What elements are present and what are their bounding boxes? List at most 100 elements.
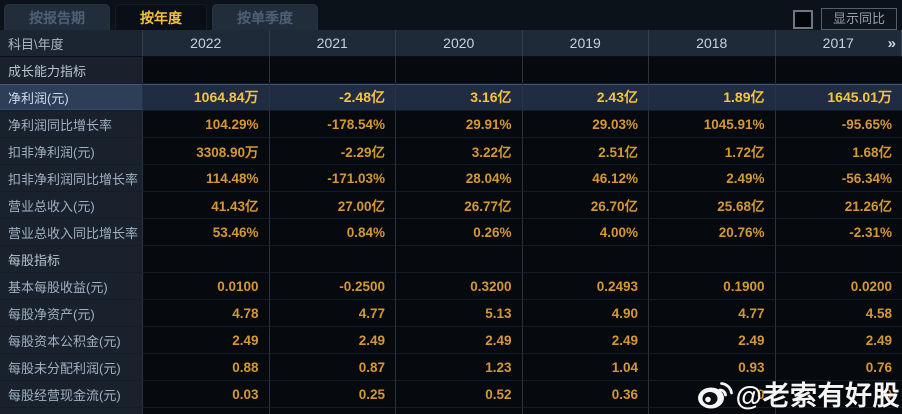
cell-2017: 1.68亿	[775, 138, 902, 165]
show-yoy-checkbox[interactable]	[792, 9, 813, 29]
year-header-2018: 2018	[649, 30, 776, 57]
table-row[interactable]: 每股净资产(元) 4.78 4.77 5.13 4.90 4.77 4.58	[0, 300, 902, 327]
cell-2019: 2.51亿	[522, 138, 649, 165]
cell-2018: 2.49%	[649, 165, 776, 192]
cell-2021: 27.00亿	[269, 192, 396, 219]
cell-2019: 0.36	[522, 381, 649, 408]
cell-2017: 21.26亿	[775, 192, 902, 219]
cell-2018: 0.93	[649, 354, 776, 381]
table-row[interactable]: 营业总收入同比增长率 53.46% 0.84% 0.26% 4.00% 20.76% -2.…	[0, 219, 902, 246]
cell-2021: 4.77	[269, 300, 396, 327]
row-label: 基本每股收益(元)	[0, 273, 143, 300]
section-row: 每股指标	[0, 246, 902, 273]
show-yoy-button[interactable]: 显示同比	[820, 8, 897, 30]
cell-2018	[649, 408, 776, 414]
more-years-icon[interactable]: »	[887, 34, 896, 52]
cell-2020: 26.77亿	[396, 192, 523, 219]
cell-2018: 20.76%	[649, 219, 776, 246]
tab-single-quarter[interactable]: 按单季度	[212, 4, 318, 30]
table-row[interactable]: 净利润同比增长率 104.29% -178.54% 29.91% 29.03% 1045.…	[0, 111, 902, 138]
cell-2017: 0.0200	[775, 273, 902, 300]
row-label: 每股资本公积金(元)	[0, 327, 143, 354]
cell-2020: 5.13	[396, 300, 523, 327]
cell-2019: 1.04	[522, 354, 649, 381]
row-label: 成长能力指标	[0, 57, 143, 84]
cell-2018: 1.72亿	[649, 138, 776, 165]
cell-2021	[269, 408, 396, 414]
cell-2018: 0	[649, 381, 776, 408]
cell-2022: 3308.90万	[143, 138, 270, 165]
cell-2019: 29.03%	[522, 111, 649, 138]
table-row[interactable]: 营业总收入(元) 41.43亿 27.00亿 26.77亿 26.70亿 25.68亿 21…	[0, 192, 902, 219]
cell-2022: 41.43亿	[143, 192, 270, 219]
cell-2020: 0.3200	[396, 273, 523, 300]
cell-2017: 4.58	[775, 300, 902, 327]
cell-2020: 1.23	[396, 354, 523, 381]
year-header-2019: 2019	[522, 30, 649, 57]
cell-2020: 28.04%	[396, 165, 523, 192]
period-tabbar: 按报告期 按年度 按单季度 显示同比	[0, 0, 902, 30]
cell-2022	[143, 57, 270, 84]
table-header-row: 科目\年度 2022 2021 2020 2019 2018 2017»	[0, 30, 902, 57]
cell-2020: 2.49	[396, 327, 523, 354]
cell-2020: 3.22亿	[396, 138, 523, 165]
cell-2022: 0.88	[143, 354, 270, 381]
cell-2019	[522, 246, 649, 273]
cell-2017: 2.49	[775, 327, 902, 354]
section-row: 成长能力指标	[0, 57, 902, 84]
cell-2022: 2.49	[143, 327, 270, 354]
year-header-2017: 2017»	[775, 30, 902, 57]
table-row[interactable]: 扣非净利润(元) 3308.90万 -2.29亿 3.22亿 2.51亿 1.72亿 1.6…	[0, 138, 902, 165]
row-label: 扣非净利润(元)	[0, 138, 143, 165]
table-row[interactable]: 每股经营现金流(元) 0.03 0.25 0.52 0.36 0 9	[0, 381, 902, 408]
cell-2019: 4.00%	[522, 219, 649, 246]
cell-2018: 0.1900	[649, 273, 776, 300]
table-row[interactable]: 扣非净利润同比增长率 114.48% -171.03% 28.04% 46.12% 2.4…	[0, 165, 902, 192]
cell-2019: 2.49	[522, 327, 649, 354]
cell-2017: -2.31%	[775, 219, 902, 246]
partial-row	[0, 408, 902, 414]
cell-2018: 25.68亿	[649, 192, 776, 219]
cell-2020	[396, 408, 523, 414]
tab-report-period[interactable]: 按报告期	[4, 4, 110, 30]
table-row[interactable]: 每股未分配利润(元) 0.88 0.87 1.23 1.04 0.93 0.76	[0, 354, 902, 381]
cell-2021: -2.29亿	[269, 138, 396, 165]
cell-2017	[775, 408, 902, 414]
tab-annual[interactable]: 按年度	[115, 4, 207, 30]
cell-2017: 9	[775, 381, 902, 408]
cell-2021: -171.03%	[269, 165, 396, 192]
row-label: 每股指标	[0, 246, 143, 273]
cell-2022: 4.78	[143, 300, 270, 327]
cell-2021: 0.84%	[269, 219, 396, 246]
cell-2018: 2.49	[649, 327, 776, 354]
table-row[interactable]: 净利润(元) 1064.84万 -2.48亿 3.16亿 2.43亿 1.89亿 1645.…	[0, 84, 902, 111]
cell-2017: -56.34%	[775, 165, 902, 192]
row-label: 净利润同比增长率	[0, 111, 143, 138]
row-label: 营业总收入(元)	[0, 192, 143, 219]
cell-2018: 1.89亿	[649, 84, 776, 111]
year-header-2020: 2020	[396, 30, 523, 57]
cell-2022: 0.03	[143, 381, 270, 408]
row-label: 每股经营现金流(元)	[0, 381, 143, 408]
table-row[interactable]: 基本每股收益(元) 0.0100 -0.2500 0.3200 0.2493 0.1900…	[0, 273, 902, 300]
row-label	[0, 408, 143, 414]
cell-2020	[396, 57, 523, 84]
cell-2018: 1045.91%	[649, 111, 776, 138]
row-label: 每股未分配利润(元)	[0, 354, 143, 381]
corner-header: 科目\年度	[0, 30, 143, 57]
cell-2017	[775, 57, 902, 84]
cell-2022: 114.48%	[143, 165, 270, 192]
table-row[interactable]: 每股资本公积金(元) 2.49 2.49 2.49 2.49 2.49 2.49	[0, 327, 902, 354]
year-header-2022: 2022	[143, 30, 270, 57]
cell-2022	[143, 408, 270, 414]
cell-2019: 0.2493	[522, 273, 649, 300]
cell-2022: 0.0100	[143, 273, 270, 300]
table-body: 成长能力指标 净利润(元) 1064.84万 -2.48亿 3.16亿 2.43亿 1.89…	[0, 57, 902, 414]
tabbar-right-controls: 显示同比	[792, 8, 902, 30]
cell-2021	[269, 246, 396, 273]
cell-2019	[522, 408, 649, 414]
cell-2021: -2.48亿	[269, 84, 396, 111]
cell-2022: 1064.84万	[143, 84, 270, 111]
cell-2018: 4.77	[649, 300, 776, 327]
